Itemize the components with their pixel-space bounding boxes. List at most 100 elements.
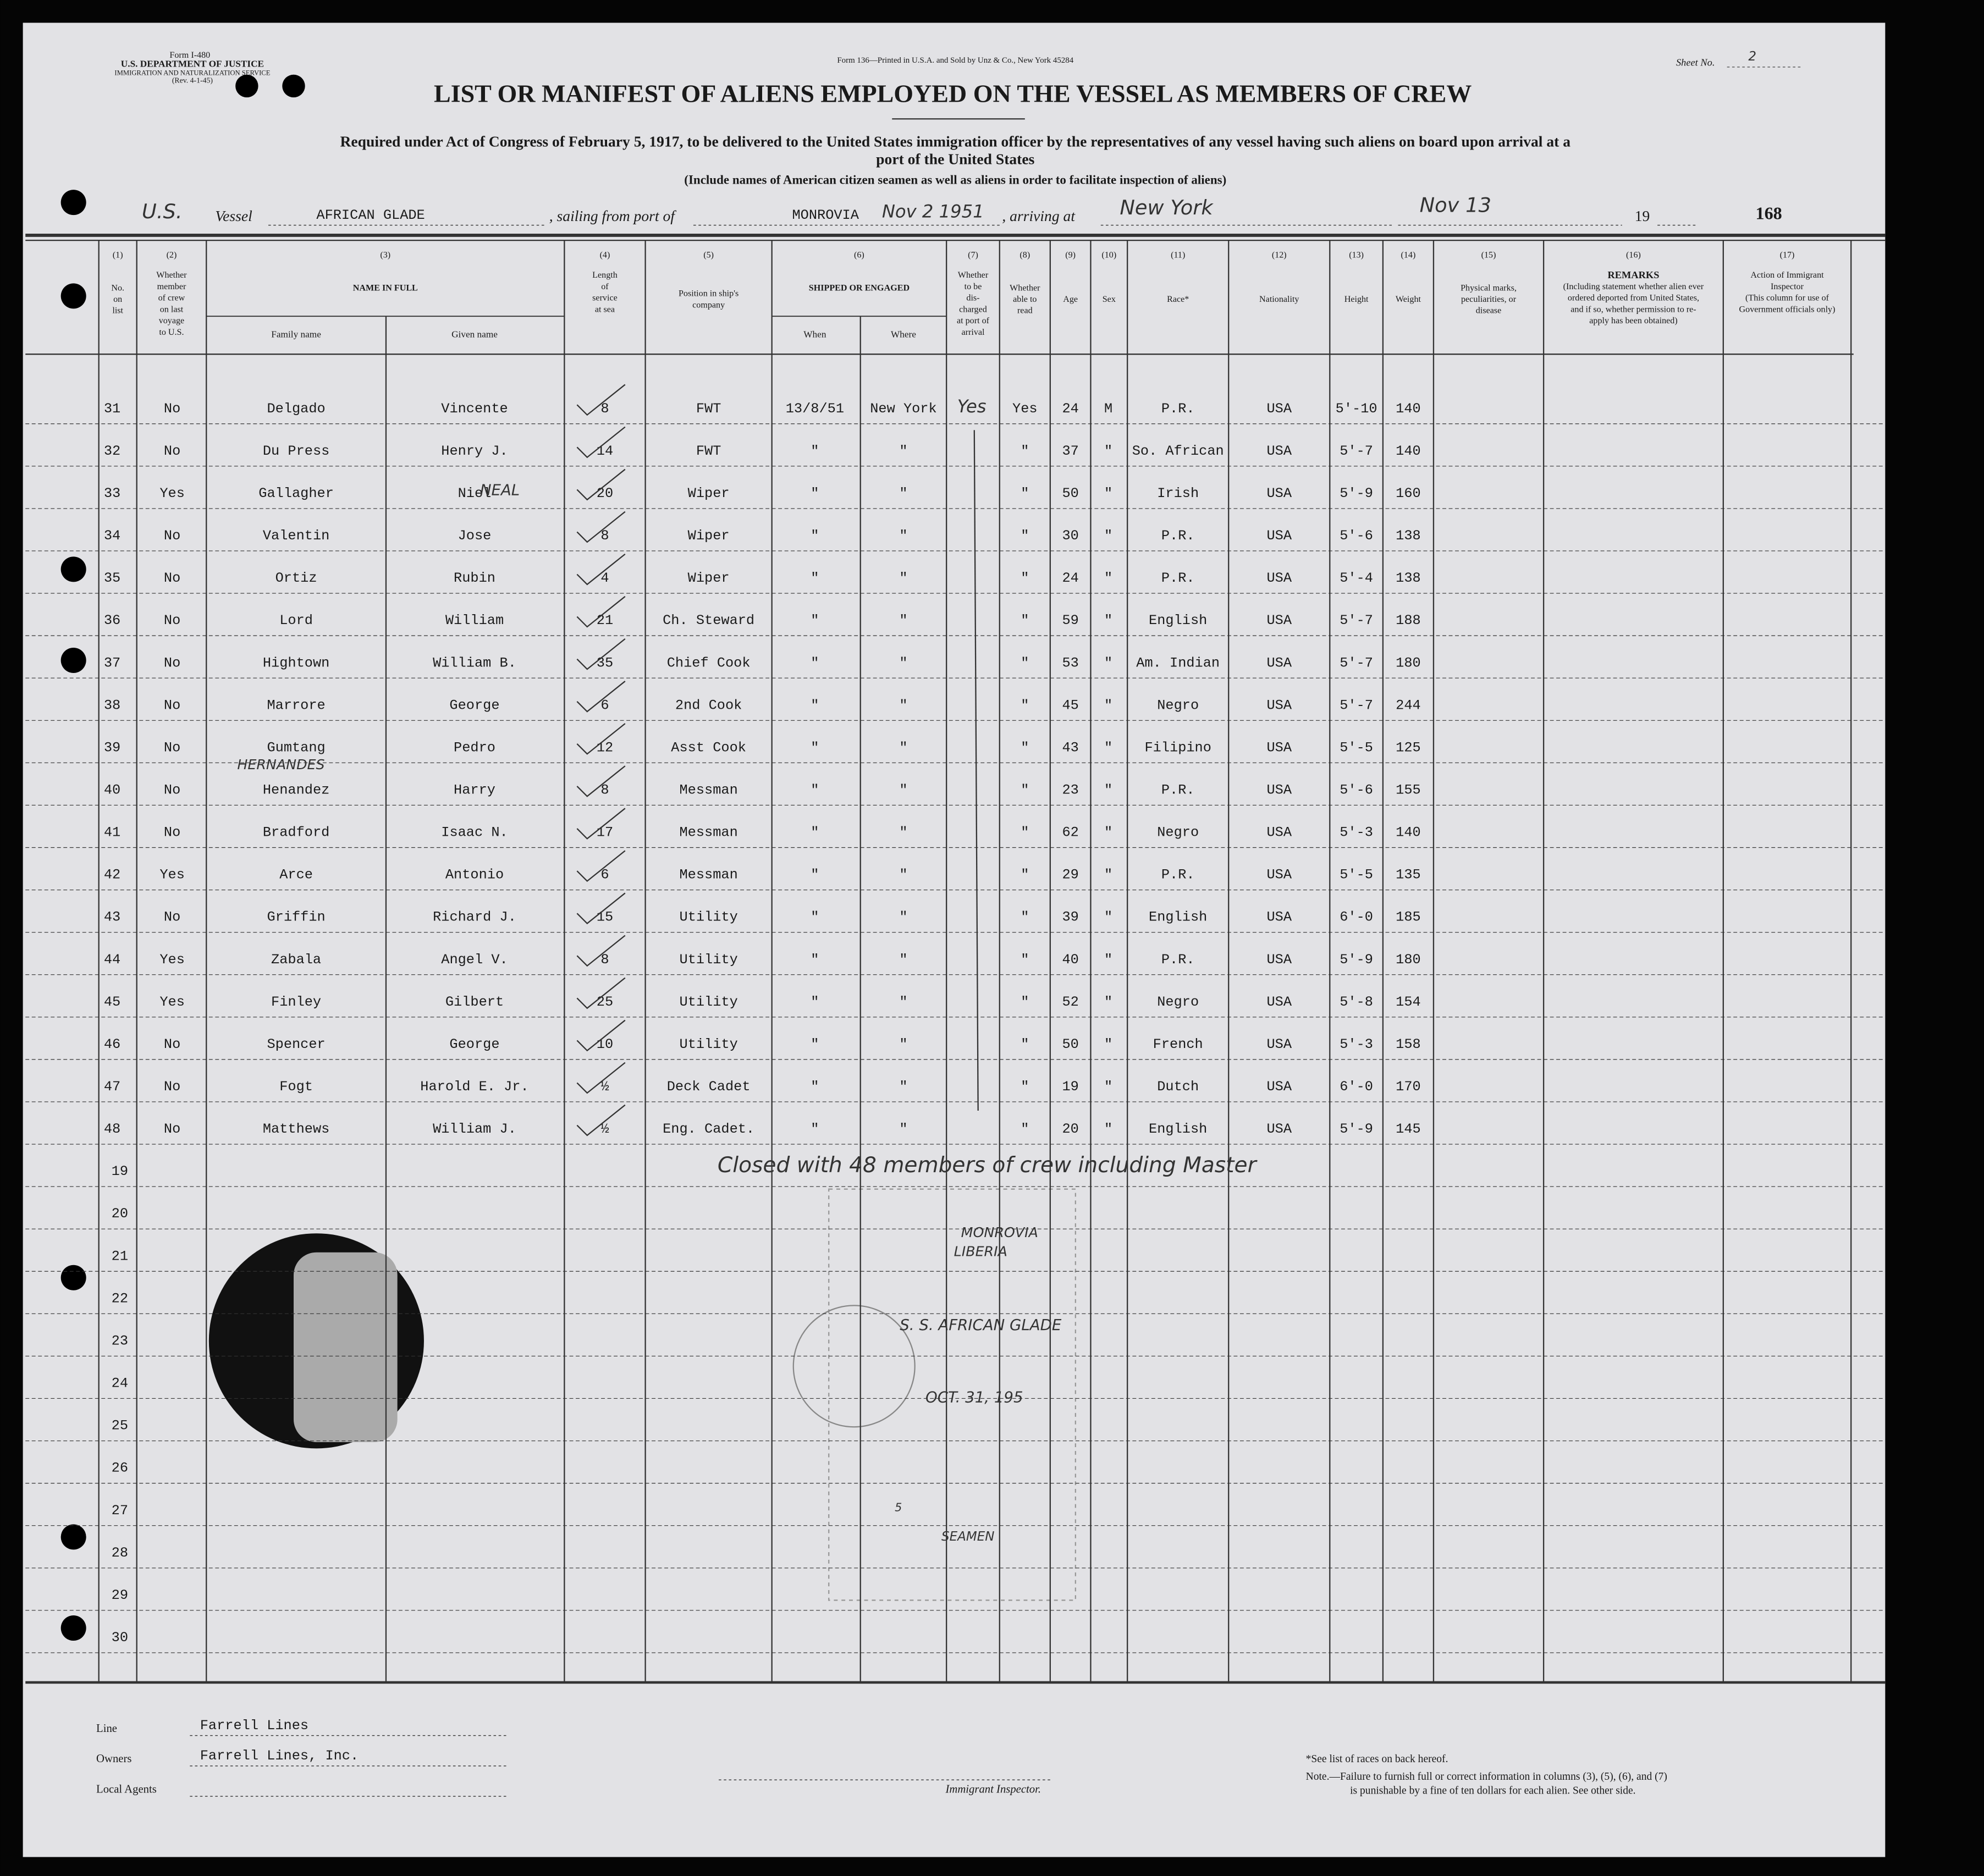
cell: Messman <box>680 782 738 798</box>
check-mark <box>576 892 626 925</box>
column-subheader: Where <box>891 329 916 340</box>
cell: 138 <box>1396 570 1421 586</box>
row-number: 35 <box>104 570 120 586</box>
column-number: (5) <box>703 250 714 260</box>
cell: 8 <box>600 782 609 798</box>
check-mark <box>576 977 626 1009</box>
column-header: Physical marks, <box>1461 283 1517 293</box>
row-number: 38 <box>104 697 120 713</box>
column-subheader: Family name <box>271 329 321 340</box>
row-number: 33 <box>104 485 120 501</box>
cell: " <box>899 952 907 968</box>
cell: Pedro <box>454 740 495 755</box>
cell: 29 <box>1062 867 1078 883</box>
column-header: Position in ship's <box>679 289 739 299</box>
cell: " <box>811 1079 819 1095</box>
inspector-label: Immigrant Inspector. <box>945 1783 1041 1795</box>
cell: " <box>1104 740 1112 755</box>
penalty-note: Note.—Failure to furnish full or correct… <box>1306 1771 1667 1783</box>
row-number: 21 <box>112 1248 128 1264</box>
cell: P.R. <box>1161 401 1195 417</box>
column-number: (4) <box>600 250 610 260</box>
line-label: Line <box>96 1723 117 1735</box>
column-header: ordered deported from United States, <box>1568 294 1699 303</box>
cell: P.R. <box>1161 867 1195 883</box>
check-mark <box>576 1104 626 1136</box>
printer: Form 136—Printed in U.S.A. and Sold by U… <box>837 56 1073 65</box>
cell: 13/8/51 <box>786 401 844 417</box>
closing-note: Closed with 48 members of crew including… <box>718 1153 1258 1178</box>
cell: So. African <box>1132 443 1224 459</box>
column-header: to U.S. <box>159 328 184 337</box>
column-number: (11) <box>1171 250 1185 260</box>
cell: 59 <box>1062 613 1078 628</box>
cell: " <box>899 655 907 671</box>
cell: William J. <box>433 1121 516 1137</box>
cell: Dutch <box>1157 1079 1199 1095</box>
subtitle: port of the United States <box>876 151 1034 168</box>
check-mark <box>576 935 626 967</box>
cell: " <box>899 570 907 586</box>
cell: " <box>1021 909 1029 925</box>
cell: " <box>1021 952 1029 968</box>
cell: Yes <box>159 867 185 883</box>
cell: " <box>1104 697 1112 713</box>
cell: Lord <box>279 613 313 628</box>
cell: Du Press <box>263 443 329 459</box>
cell: Jose <box>458 528 492 544</box>
seal <box>208 1233 424 1449</box>
cell: No <box>164 825 180 841</box>
sailing-label: , sailing from port of <box>549 207 677 224</box>
cell: Utility <box>680 909 738 925</box>
cell: " <box>1104 1036 1112 1052</box>
cell: USA <box>1266 740 1292 755</box>
cell: English <box>1149 1121 1207 1137</box>
cell: " <box>899 782 907 798</box>
cell: Richard J. <box>433 909 516 925</box>
row-number: 32 <box>104 443 120 459</box>
cell: " <box>899 1121 907 1137</box>
cell: Harry <box>454 782 495 798</box>
row-number: 42 <box>104 867 120 883</box>
column-header: service <box>592 294 618 303</box>
line-name: Farrell Lines <box>200 1718 308 1734</box>
cell: No <box>164 528 180 544</box>
cell: Wiper <box>688 485 730 501</box>
column-header: Whether <box>958 271 989 280</box>
cell: 20 <box>1062 1121 1078 1137</box>
row-number: 36 <box>104 613 120 628</box>
cell: " <box>1021 994 1029 1010</box>
row-number: 40 <box>104 782 120 798</box>
cell: " <box>1021 740 1029 755</box>
cell: " <box>1104 443 1112 459</box>
row-number: 44 <box>104 952 120 968</box>
cell: Spencer <box>267 1036 325 1052</box>
column-header: disease <box>1476 306 1501 316</box>
cell: English <box>1149 613 1207 628</box>
cell: 155 <box>1396 782 1421 798</box>
column-header: Weight <box>1396 295 1421 304</box>
cell: 8 <box>600 528 609 544</box>
cell: Finley <box>271 994 321 1010</box>
check-mark <box>576 468 626 501</box>
cell: USA <box>1266 909 1292 925</box>
column-number: (10) <box>1101 250 1116 260</box>
cell: " <box>899 528 907 544</box>
cell: " <box>1104 909 1112 925</box>
column-header: of <box>601 282 609 291</box>
cell: Wiper <box>688 570 730 586</box>
cell: " <box>1021 443 1029 459</box>
cell: " <box>1021 1036 1029 1052</box>
check-mark <box>576 1019 626 1052</box>
cell: P.R. <box>1161 952 1195 968</box>
cell: 138 <box>1396 528 1421 544</box>
cell: 50 <box>1062 1036 1078 1052</box>
cell: 180 <box>1396 655 1421 671</box>
cell: No <box>164 401 180 417</box>
column-header: member <box>157 282 186 291</box>
cell: Yes <box>159 485 185 501</box>
cell: 24 <box>1062 401 1078 417</box>
cell: Filipino <box>1144 740 1211 755</box>
stamp-country: LIBERIA <box>954 1244 1007 1260</box>
column-header: dis- <box>966 294 979 303</box>
